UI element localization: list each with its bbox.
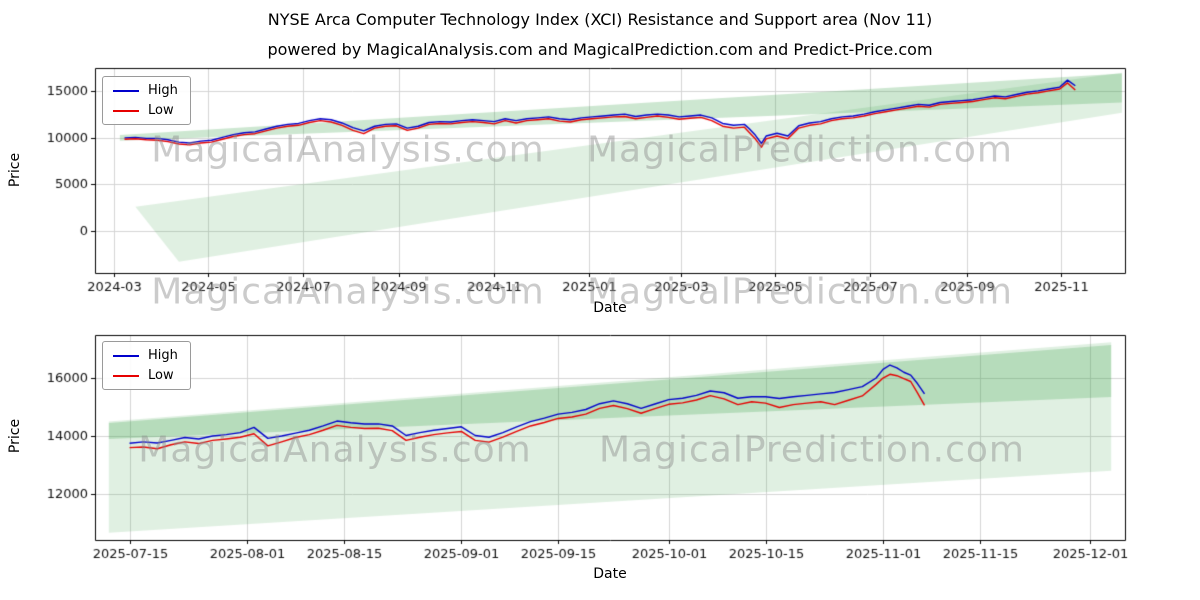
legend-label-high: High xyxy=(148,348,178,363)
y-axis-label-bottom: Price xyxy=(7,418,23,454)
x-axis-label-top: Date xyxy=(593,300,627,316)
legend-label-low: Low xyxy=(148,103,174,118)
figure-title: NYSE Arca Computer Technology Index (XCI… xyxy=(267,10,933,29)
high-line-swatch xyxy=(113,354,139,357)
watermark-prediction: MagicalPrediction.com xyxy=(587,129,1013,171)
watermark-analysis: MagicalAnalysis.com xyxy=(151,271,545,313)
x-axis-label-bottom: Date xyxy=(593,566,627,582)
legend-label-low: Low xyxy=(148,368,174,383)
legend-label-high: High xyxy=(148,83,178,98)
low-line-swatch xyxy=(113,109,139,112)
legend-row-low: Low xyxy=(113,103,178,118)
legend-bottom-chart: High Low xyxy=(102,341,191,390)
figure-subtitle: powered by MagicalAnalysis.com and Magic… xyxy=(267,40,933,59)
long-term-chart-canvas xyxy=(0,60,1200,325)
legend-top-chart: High Low xyxy=(102,76,191,125)
legend-row-high: High xyxy=(113,83,178,98)
watermark-prediction: MagicalPrediction.com xyxy=(587,271,1013,313)
legend-row-low: Low xyxy=(113,368,178,383)
low-line-swatch xyxy=(113,374,139,377)
watermark-prediction: MagicalPrediction.com xyxy=(599,429,1025,471)
watermark-analysis: MagicalAnalysis.com xyxy=(151,129,545,171)
short-term-chart-canvas xyxy=(0,325,1200,600)
high-line-swatch xyxy=(113,89,139,92)
y-axis-label-top: Price xyxy=(7,152,23,188)
legend-row-high: High xyxy=(113,348,178,363)
watermark-analysis: MagicalAnalysis.com xyxy=(138,429,532,471)
